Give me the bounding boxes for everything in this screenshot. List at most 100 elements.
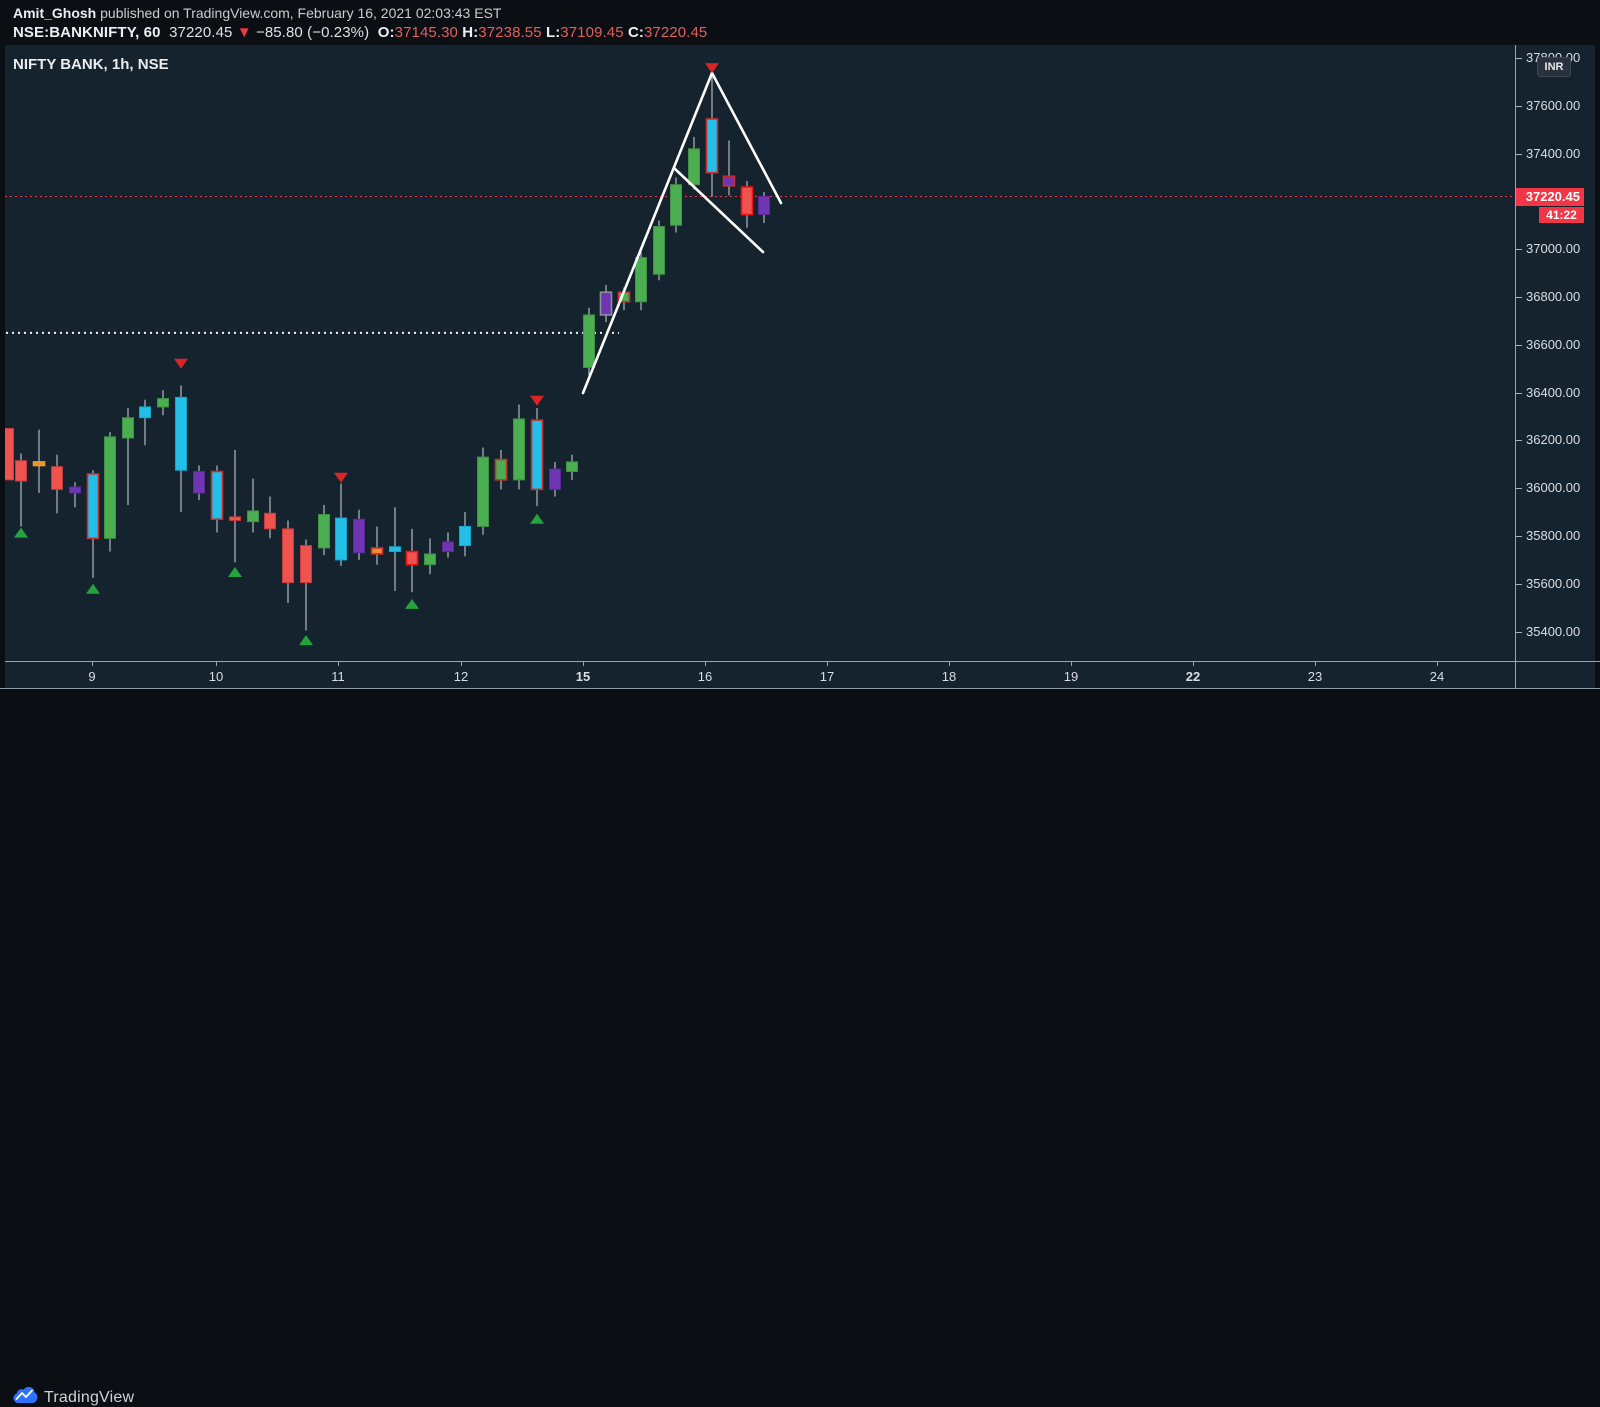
currency-badge[interactable]: INR <box>1537 57 1571 77</box>
marker-down-triangle <box>530 395 544 406</box>
candle-body <box>442 541 454 553</box>
candle-body <box>635 257 647 303</box>
candle-body <box>229 516 241 521</box>
time-tick-label: 11 <box>331 669 345 684</box>
candle-body <box>86 473 100 540</box>
time-tick-mark <box>1315 661 1316 666</box>
price-tick-mark <box>1516 153 1522 155</box>
time-tick-label: 24 <box>1429 669 1445 684</box>
price-tick-mark <box>1516 297 1522 298</box>
price-tick-mark <box>1516 631 1522 633</box>
marker-down-triangle <box>174 358 188 369</box>
candle-body <box>370 547 384 555</box>
symbol-info-part: 37220.45 <box>160 24 237 41</box>
time-tick-mark <box>461 661 462 666</box>
price-tick-mark <box>1516 249 1522 251</box>
symbol-info-part: NSE:BANKNIFTY, 60 <box>13 24 161 41</box>
tradingview-wordmark[interactable]: TradingView <box>44 1389 135 1406</box>
symbol-info-part: H: <box>462 24 479 41</box>
candle-body <box>530 419 544 491</box>
chart-title: NIFTY BANK, 1h, NSE <box>13 56 169 73</box>
time-tick-mark <box>216 661 217 666</box>
left-margin-strip <box>0 45 5 689</box>
candle-body <box>157 398 169 408</box>
symbol-info-part: ▼ <box>236 24 252 41</box>
time-tick-mark <box>1437 661 1438 666</box>
candle-body <box>424 553 436 566</box>
right-margin-strip <box>1595 45 1600 689</box>
author-name[interactable]: Amit_Ghosh <box>13 5 97 21</box>
time-tick-label: 17 <box>819 669 835 684</box>
price-tick-label: 37600.00 <box>1526 97 1581 113</box>
candle-body <box>264 512 276 530</box>
price-tick-mark <box>1516 583 1522 585</box>
price-tick-label: 37400.00 <box>1526 145 1581 161</box>
marker-up-triangle <box>228 567 242 578</box>
time-tick-mark <box>1071 661 1072 666</box>
trend-line <box>672 166 765 254</box>
chart-canvas[interactable] <box>0 45 1600 661</box>
tradingview-logo-icon[interactable] <box>12 1386 40 1405</box>
symbol-info-part: O: <box>377 24 395 41</box>
price-axis-border <box>1515 45 1516 689</box>
time-tick-label: 12 <box>453 669 469 684</box>
price-tick-label: 35400.00 <box>1526 623 1581 639</box>
time-axis-border <box>5 661 1600 662</box>
candle-body <box>670 184 682 226</box>
candle-body <box>477 456 489 527</box>
candle-body <box>15 460 27 482</box>
candle-body <box>758 196 770 215</box>
price-tick-label: 36800.00 <box>1526 289 1581 304</box>
candle-body <box>599 291 613 316</box>
price-tick-mark <box>1516 488 1522 490</box>
price-tick-label: 35600.00 <box>1526 575 1581 591</box>
candle-body <box>566 461 578 472</box>
symbol-info-part: L: <box>545 24 561 41</box>
price-tick-mark <box>1516 392 1522 394</box>
candle-body <box>688 148 700 186</box>
candle-body <box>513 418 525 481</box>
time-tick-mark <box>949 661 950 666</box>
candle-body <box>583 314 595 369</box>
symbol-info-part: 37145.30 <box>394 24 463 41</box>
candle-body <box>69 486 81 494</box>
candle-body <box>405 550 419 566</box>
time-tick-label: 22 <box>1185 669 1201 684</box>
time-tick-label: 16 <box>697 669 713 684</box>
price-tick-mark <box>1516 58 1522 59</box>
price-tick-label: 36200.00 <box>1526 432 1581 448</box>
candle-body <box>722 175 736 187</box>
candle-body <box>318 513 330 549</box>
symbol-info-part: 37109.45 <box>560 24 628 41</box>
header-bar: Amit_Ghosh published on TradingView.com,… <box>0 0 1600 45</box>
price-tick-label: 37000.00 <box>1526 241 1581 257</box>
price-tick-label: 36000.00 <box>1526 480 1581 496</box>
price-tick-mark <box>1516 440 1522 442</box>
marker-down-triangle <box>705 63 719 74</box>
time-tick-label: 18 <box>941 669 957 684</box>
price-tick-label: 36600.00 <box>1526 336 1581 352</box>
footer-border <box>0 688 1600 689</box>
byline: Amit_Ghosh published on TradingView.com,… <box>13 5 501 21</box>
marker-up-triangle <box>405 598 419 609</box>
time-tick-mark <box>338 661 339 666</box>
price-tick-label: 35800.00 <box>1526 528 1581 543</box>
marker-up-triangle <box>86 583 100 594</box>
time-tick-mark <box>827 661 828 666</box>
marker-down-triangle <box>334 472 348 483</box>
bar-countdown-label: 41:22 <box>1539 206 1584 223</box>
time-tick-label: 9 <box>88 669 96 684</box>
published-text: published on TradingView.com, February 1… <box>96 5 502 21</box>
candle-body <box>653 225 665 275</box>
symbol-info-part: 37220.45 <box>643 24 708 41</box>
chart-pane-background[interactable] <box>0 45 1600 689</box>
candle-body <box>389 546 401 553</box>
footer-bar: TradingView <box>0 689 1600 1406</box>
candle-body <box>210 470 224 521</box>
trend-line <box>581 71 714 395</box>
candle-body <box>459 525 471 547</box>
time-tick-label: 10 <box>208 669 224 684</box>
price-tick-mark <box>1516 536 1522 537</box>
time-tick-label: 15 <box>575 669 591 684</box>
